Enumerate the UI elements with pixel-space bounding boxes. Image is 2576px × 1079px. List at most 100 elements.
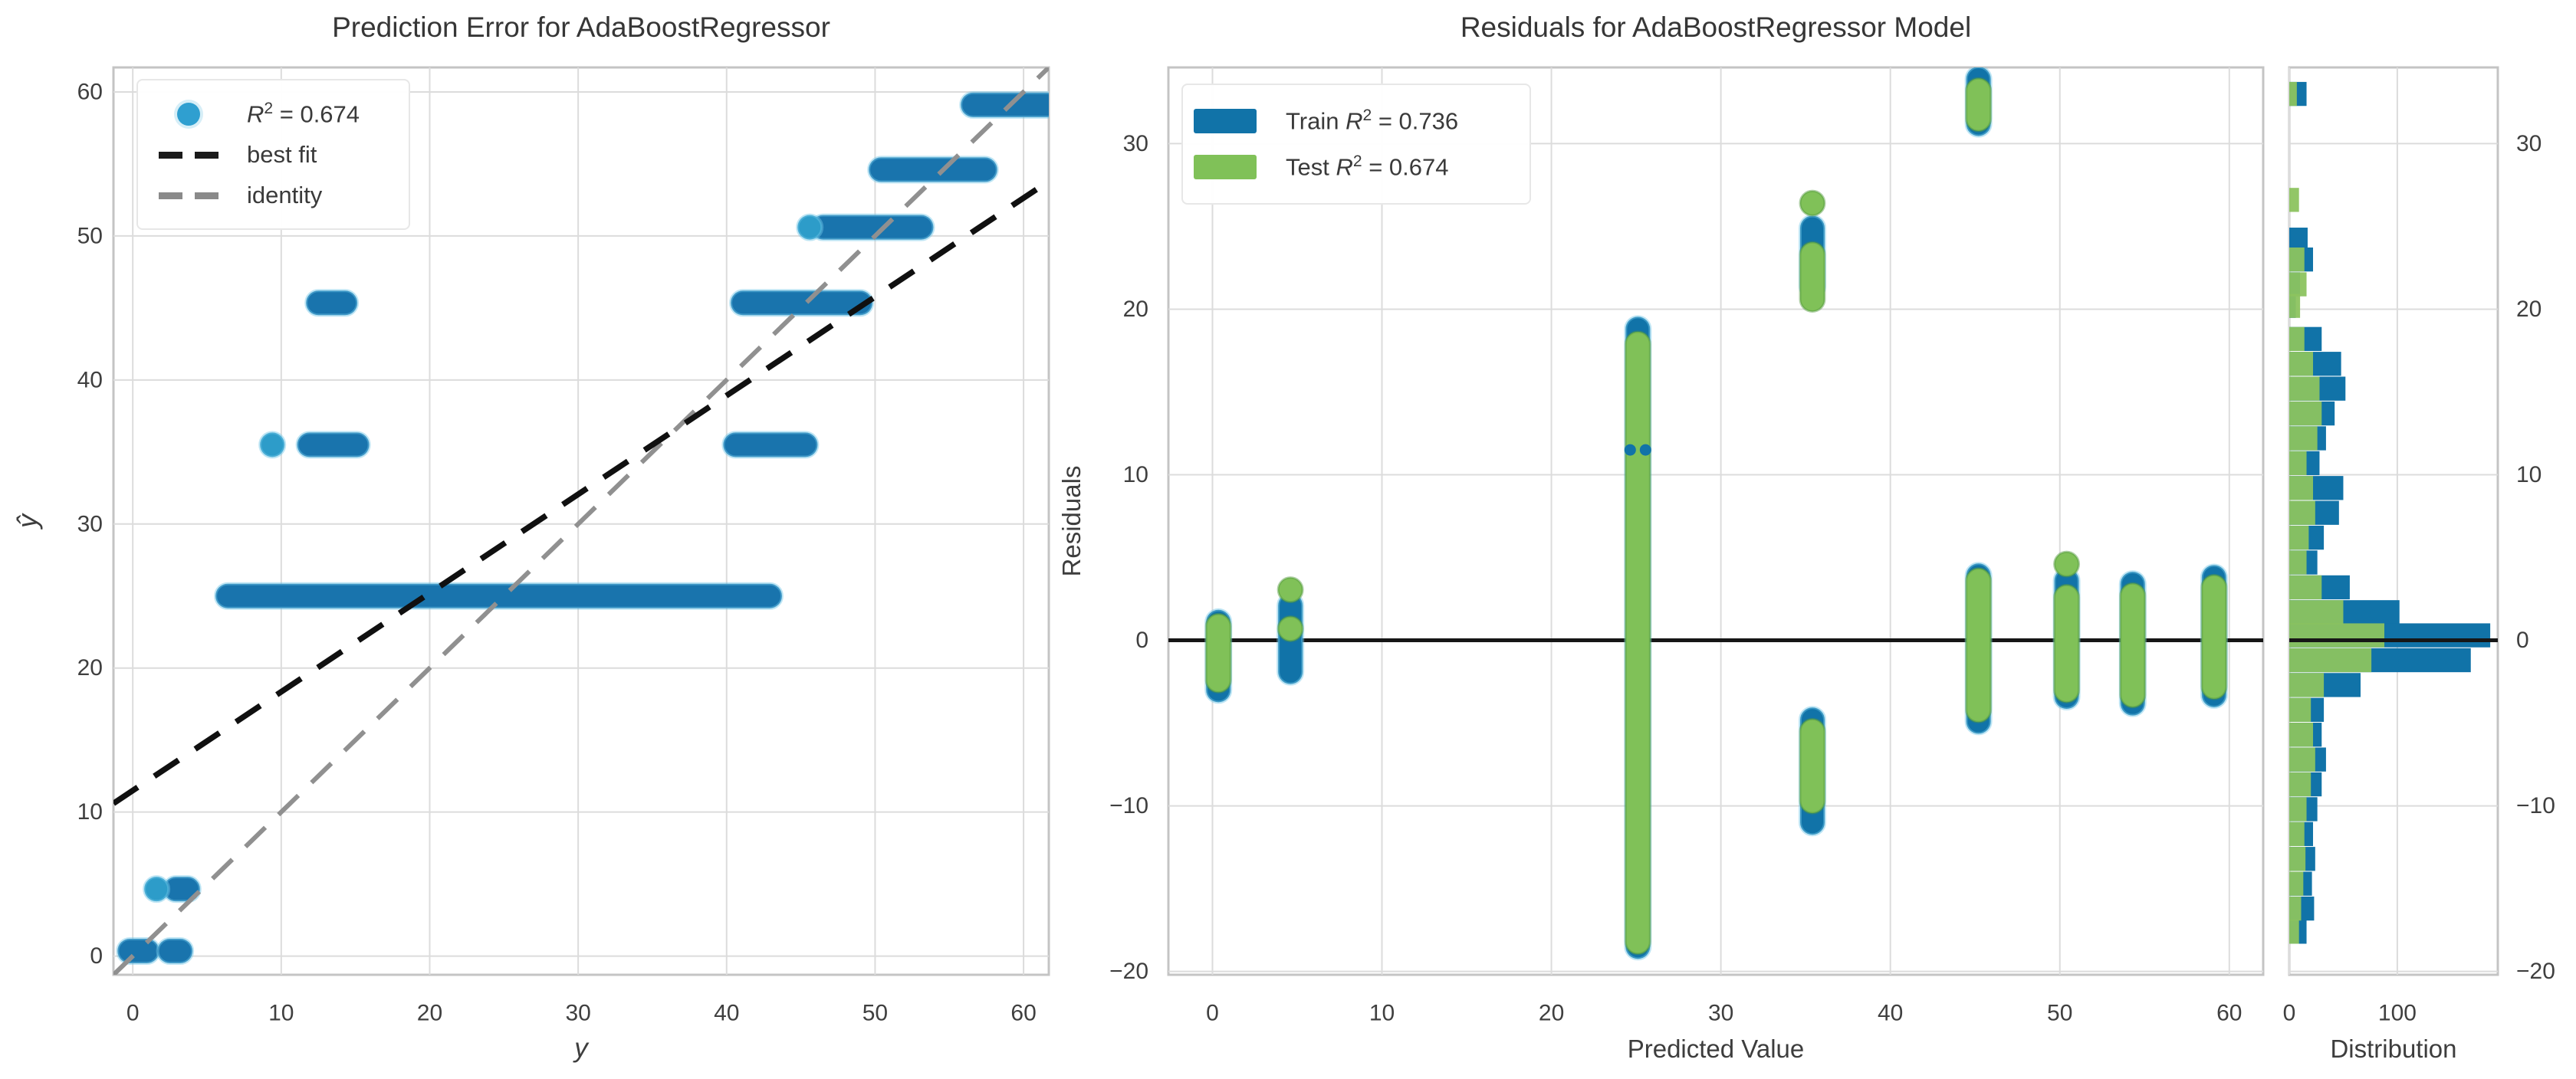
residuals-points (1204, 67, 2228, 961)
scatter-band (156, 936, 195, 965)
y-tick-label: 0 (90, 943, 103, 969)
prediction-error-legend-item-1: best fit (149, 141, 398, 169)
hist-bar-test (2289, 81, 2297, 107)
hist-bar-test (2289, 426, 2318, 451)
test-cluster (1965, 567, 1993, 723)
y-tick-label: 40 (77, 367, 103, 392)
best-fit-line (113, 179, 1049, 806)
scatter-band (295, 431, 371, 459)
x-tick-label: 60 (2216, 1001, 2242, 1026)
test-cluster (1799, 717, 1826, 815)
y-tick-label: 0 (1135, 628, 1148, 653)
x-tick-label: 10 (268, 1001, 294, 1026)
hist-bar-test (2289, 575, 2322, 600)
hist-bar-test (2289, 550, 2307, 575)
x-tick-label: 10 (1369, 1001, 1395, 1026)
scatter-point (143, 875, 171, 904)
prediction-error-legend-item-0: R2 = 0.674 (149, 100, 398, 128)
scatter-band (304, 289, 360, 317)
prediction-error-points (113, 67, 1049, 975)
train-point (1624, 444, 1636, 456)
residuals-legend-label: Test R2 = 0.674 (1286, 153, 1449, 181)
hist-bar-test (2289, 648, 2372, 673)
y-tick-label-right: −20 (2516, 959, 2555, 984)
hist-bar-test (2289, 822, 2305, 847)
scatter-band (214, 582, 784, 610)
hist-bar-test (2289, 697, 2312, 722)
distribution-xlabel: Distribution (2330, 1035, 2457, 1063)
prediction-error-xlabel: y (574, 1033, 588, 1063)
hist-bar-test (2289, 847, 2306, 871)
dash_gray-icon (149, 192, 228, 199)
rect_green-icon (1194, 154, 1267, 179)
hist-bar-test (2289, 673, 2325, 697)
hist-bar-test (2289, 401, 2322, 426)
residuals-xlabel: Predicted Value (1627, 1035, 1805, 1063)
x-tick-label: 0 (2283, 1001, 2296, 1026)
y-tick-label-right: 0 (2516, 628, 2529, 653)
test-cluster (2053, 583, 2081, 703)
identity-line (113, 67, 1049, 975)
hist-bar-test (2289, 272, 2307, 297)
dash_black-icon (149, 151, 228, 159)
x-tick-label: 60 (1010, 1001, 1036, 1026)
hist-bar-test (2289, 896, 2302, 921)
hist-bar-test (2289, 525, 2309, 550)
scatter-band (959, 90, 1049, 119)
residuals-legend: Train R2 = 0.736 Test R2 = 0.674 (1181, 84, 1531, 205)
hist-bar-test (2289, 294, 2301, 318)
distribution-bars (2289, 81, 2491, 944)
prediction-error-legend-label: best fit (247, 141, 317, 169)
x-tick-label: 20 (1539, 1001, 1564, 1026)
y-tick-label-right: 30 (2516, 131, 2542, 156)
rect_blue-icon (1194, 109, 1267, 134)
x-tick-label: 30 (565, 1001, 590, 1026)
x-tick-label: 20 (417, 1001, 442, 1026)
x-tick-label: 100 (2378, 1001, 2417, 1026)
test-cluster (1799, 241, 1826, 313)
y-tick-label: 50 (77, 223, 103, 248)
scatter-band (729, 289, 875, 317)
test-cluster (2200, 573, 2228, 700)
hist-bar-test (2289, 600, 2344, 625)
y-tick-label: 20 (77, 655, 103, 681)
x-tick-label: 40 (714, 1001, 739, 1026)
train-point (1639, 444, 1651, 456)
x-tick-label: 50 (863, 1001, 888, 1026)
scatter-band (867, 156, 999, 184)
hist-bar-test (2289, 247, 2305, 272)
y-tick-label-right: 20 (2516, 297, 2542, 322)
prediction-error-legend-label: identity (247, 182, 323, 209)
residuals-legend-label: Train R2 = 0.736 (1286, 107, 1459, 135)
prediction-error-legend: R2 = 0.674 best fit identity (136, 79, 410, 230)
prediction-error-title: Prediction Error for AdaBoostRegressor (332, 11, 830, 43)
x-tick-label: 0 (1206, 1001, 1219, 1026)
x-tick-label: 50 (2047, 1001, 2072, 1026)
test-cluster (1624, 330, 1651, 956)
residuals-title: Residuals for AdaBoostRegressor Model (1460, 11, 1972, 43)
dot-icon (149, 102, 228, 126)
residuals-area (1167, 66, 2265, 976)
x-tick-label: 0 (127, 1001, 140, 1026)
hist-bar-test (2289, 376, 2320, 401)
test-cluster (1965, 77, 1993, 133)
test-point (1799, 189, 1826, 217)
y-tick-label-right: −10 (2516, 793, 2555, 818)
hist-bar-test (2289, 188, 2299, 212)
prediction-error-legend-label: R2 = 0.674 (247, 99, 360, 128)
y-tick-label: 30 (1123, 131, 1148, 156)
y-tick-label: 10 (1123, 462, 1148, 487)
hist-bar-test (2289, 772, 2312, 797)
y-tick-label-right: 10 (2516, 462, 2542, 487)
x-tick-label: 40 (1878, 1001, 1903, 1026)
y-tick-label: −10 (1109, 793, 1148, 818)
scatter-band (116, 936, 161, 965)
scatter-band (721, 431, 820, 459)
test-point (1276, 615, 1304, 642)
scatter-point (258, 431, 287, 459)
hist-bar-test (2289, 476, 2314, 500)
hist-bar-test (2289, 723, 2314, 747)
hist-bar-test (2289, 451, 2307, 476)
